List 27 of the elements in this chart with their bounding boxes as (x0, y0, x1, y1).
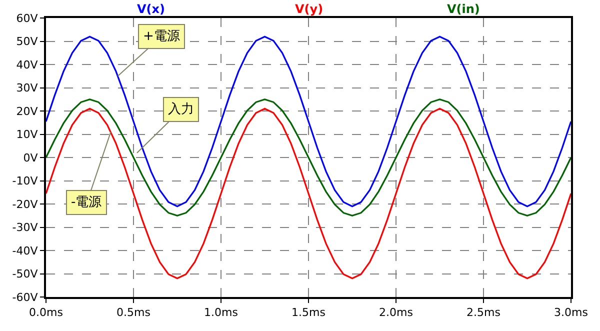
x-tick-label: 0.0ms (29, 306, 64, 320)
line-series (46, 98, 571, 216)
y-tick-label: 20V (16, 104, 38, 118)
y-tick-label: -50V (12, 268, 38, 281)
text: V(in) (447, 2, 480, 16)
y-tick-label: -20V (12, 198, 38, 211)
y-tick-label: 0V (23, 151, 38, 164)
text: V(y) (295, 2, 324, 16)
annotation: -電源 (71, 195, 102, 210)
annotation: 入力 (168, 102, 194, 117)
x-tick-label: 1.0ms (204, 306, 238, 320)
y-tick-label: 50V (16, 35, 38, 48)
x-tick-label: 0.5ms (116, 306, 151, 320)
y-tick-label: -30V (12, 221, 38, 234)
y-tick-label: -10V (12, 174, 38, 188)
y-tick-label: 60V (16, 12, 38, 25)
y-tick-label: -60V (12, 290, 38, 304)
y-tick-label: 10V (16, 128, 38, 142)
y-tick-label: 40V (16, 58, 38, 72)
text: V(x) (137, 2, 165, 16)
x-tick-label: 1.5ms (292, 306, 326, 320)
x-tick-label: 2.5ms (466, 306, 501, 320)
x-tick-label: 3.0ms (554, 306, 588, 320)
annotation: +電源 (143, 29, 180, 44)
y-tick-label: 30V (16, 82, 38, 95)
x-tick-label: 2.0ms (379, 306, 414, 320)
y-tick-label: -40V (12, 244, 38, 258)
